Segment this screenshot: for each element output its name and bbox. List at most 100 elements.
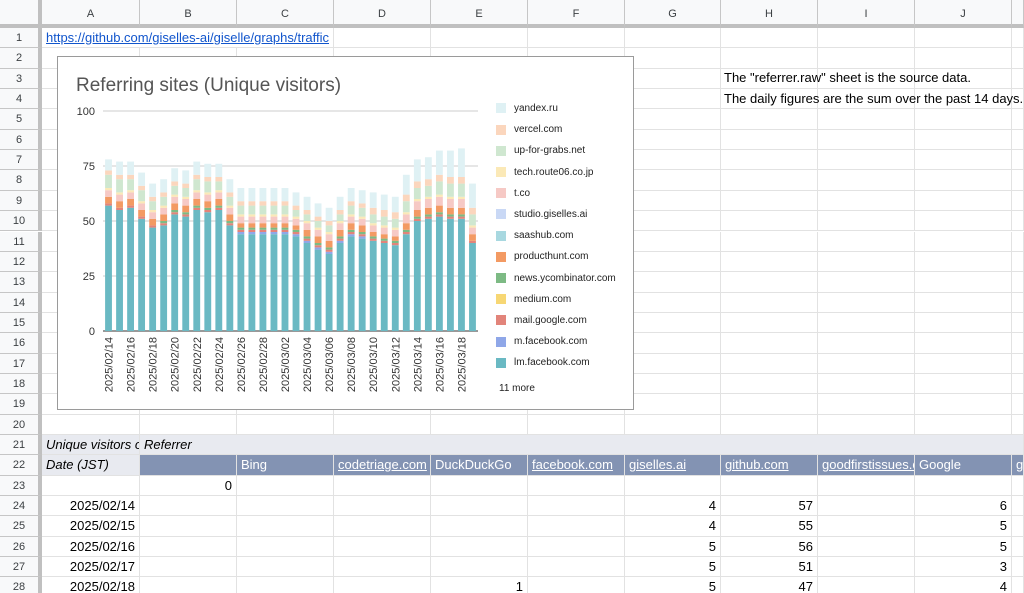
column-header-f[interactable]: F xyxy=(528,0,625,28)
cell-g15[interactable] xyxy=(625,312,721,334)
referrer-header-e[interactable]: DuckDuckGo xyxy=(431,455,528,476)
cell-i23[interactable] xyxy=(818,475,915,497)
cell-i27[interactable] xyxy=(818,557,915,578)
cell-g6[interactable] xyxy=(625,129,721,151)
cell-h11[interactable] xyxy=(721,231,818,252)
cell-h6[interactable] xyxy=(721,129,818,151)
select-all-corner[interactable] xyxy=(0,0,42,28)
cell-h9[interactable] xyxy=(721,190,818,212)
cell-i20[interactable] xyxy=(818,414,915,435)
cell-i19[interactable] xyxy=(818,394,915,415)
cell-i28[interactable] xyxy=(818,577,915,593)
legend-item[interactable]: up-for-grabs.net xyxy=(496,145,585,156)
cell-h10[interactable] xyxy=(721,211,818,232)
legend-item[interactable]: t.co xyxy=(496,188,530,199)
column-header-a[interactable]: A xyxy=(42,0,140,28)
cell-k18[interactable] xyxy=(1012,373,1024,395)
cell-f20[interactable] xyxy=(528,414,625,435)
cell-c23[interactable] xyxy=(237,475,334,497)
cell-j2[interactable] xyxy=(915,48,1012,69)
cell-a20[interactable] xyxy=(42,414,140,435)
cell-i6[interactable] xyxy=(818,129,915,151)
cell-h5[interactable] xyxy=(721,109,818,130)
column-header-k[interactable] xyxy=(1012,0,1024,28)
cell-k7[interactable] xyxy=(1012,150,1024,171)
legend-item[interactable]: mail.google.com xyxy=(496,315,587,326)
cell-g19[interactable] xyxy=(625,394,721,415)
row-header-1[interactable]: 1 xyxy=(0,28,42,49)
cell-h14[interactable] xyxy=(721,292,818,313)
cell-h12[interactable] xyxy=(721,251,818,273)
column-header-b[interactable]: B xyxy=(140,0,237,28)
cell-j13[interactable] xyxy=(915,272,1012,293)
giselles-ai-cell[interactable]: 4 xyxy=(625,516,721,537)
referrer-header-k[interactable]: gr xyxy=(1012,455,1024,476)
cell-k24[interactable] xyxy=(1012,496,1024,517)
cell-i18[interactable] xyxy=(818,373,915,395)
giselles-ai-cell[interactable]: 5 xyxy=(625,577,721,593)
cell-h3[interactable] xyxy=(721,68,818,90)
row-header-7[interactable]: 7 xyxy=(0,150,42,171)
cell-b28[interactable] xyxy=(140,577,237,593)
cell-g14[interactable] xyxy=(625,292,721,313)
referrer-header-f[interactable]: facebook.com xyxy=(528,455,625,476)
legend-item[interactable]: medium.com xyxy=(496,294,571,305)
cell-j19[interactable] xyxy=(915,394,1012,415)
cell-k16[interactable] xyxy=(1012,333,1024,354)
cell-k25[interactable] xyxy=(1012,516,1024,537)
cell-k28[interactable] xyxy=(1012,577,1024,593)
cell-i3[interactable] xyxy=(818,68,915,90)
cell-j23[interactable] xyxy=(915,475,1012,497)
legend-item[interactable]: producthunt.com xyxy=(496,251,589,262)
row-header-18[interactable]: 18 xyxy=(0,373,42,395)
duckduckgo-cell[interactable] xyxy=(431,557,528,578)
cell-b26[interactable] xyxy=(140,536,237,558)
referrer-header-g[interactable]: giselles.ai xyxy=(625,455,721,476)
referrer-header-j[interactable]: Google xyxy=(915,455,1012,476)
cell-i10[interactable] xyxy=(818,211,915,232)
cell-f25[interactable] xyxy=(528,516,625,537)
cell-k8[interactable] xyxy=(1012,170,1024,191)
row-header-4[interactable]: 4 xyxy=(0,89,42,110)
row-header-24[interactable]: 24 xyxy=(0,496,42,517)
github-com-cell[interactable]: 55 xyxy=(721,516,818,537)
cell-i26[interactable] xyxy=(818,536,915,558)
cell-g13[interactable] xyxy=(625,272,721,293)
column-header-e[interactable]: E xyxy=(431,0,528,28)
cell-g2[interactable] xyxy=(625,48,721,69)
cell-b24[interactable] xyxy=(140,496,237,517)
cell-d25[interactable] xyxy=(334,516,431,537)
cell-i13[interactable] xyxy=(818,272,915,293)
cell-k6[interactable] xyxy=(1012,129,1024,151)
duckduckgo-cell[interactable] xyxy=(431,496,528,517)
cell-j9[interactable] xyxy=(915,190,1012,212)
cell-k14[interactable] xyxy=(1012,292,1024,313)
cell-b25[interactable] xyxy=(140,516,237,537)
cell-j8[interactable] xyxy=(915,170,1012,191)
cell-i7[interactable] xyxy=(818,150,915,171)
row-header-11[interactable]: 11 xyxy=(0,231,42,252)
cell-i15[interactable] xyxy=(818,312,915,334)
cell-k20[interactable] xyxy=(1012,414,1024,435)
cell-f23[interactable] xyxy=(528,475,625,497)
cell-i2[interactable] xyxy=(818,48,915,69)
cell-h13[interactable] xyxy=(721,272,818,293)
cell-j7[interactable] xyxy=(915,150,1012,171)
cell-d1[interactable] xyxy=(334,28,431,49)
cell-j18[interactable] xyxy=(915,373,1012,395)
date-cell[interactable]: 2025/02/14 xyxy=(42,496,140,517)
google-cell[interactable]: 3 xyxy=(915,557,1012,578)
cell-g18[interactable] xyxy=(625,373,721,395)
cell-j4[interactable] xyxy=(915,89,1012,110)
cell-j11[interactable] xyxy=(915,231,1012,252)
column-header-i[interactable]: I xyxy=(818,0,915,28)
row-header-21[interactable]: 21 xyxy=(0,435,42,456)
cell-j20[interactable] xyxy=(915,414,1012,435)
cell-k27[interactable] xyxy=(1012,557,1024,578)
referrer-header-c[interactable]: Bing xyxy=(237,455,334,476)
cell-d26[interactable] xyxy=(334,536,431,558)
column-header-g[interactable]: G xyxy=(625,0,721,28)
column-header-c[interactable]: C xyxy=(237,0,334,28)
cell-a23[interactable] xyxy=(42,475,140,497)
cell-k10[interactable] xyxy=(1012,211,1024,232)
